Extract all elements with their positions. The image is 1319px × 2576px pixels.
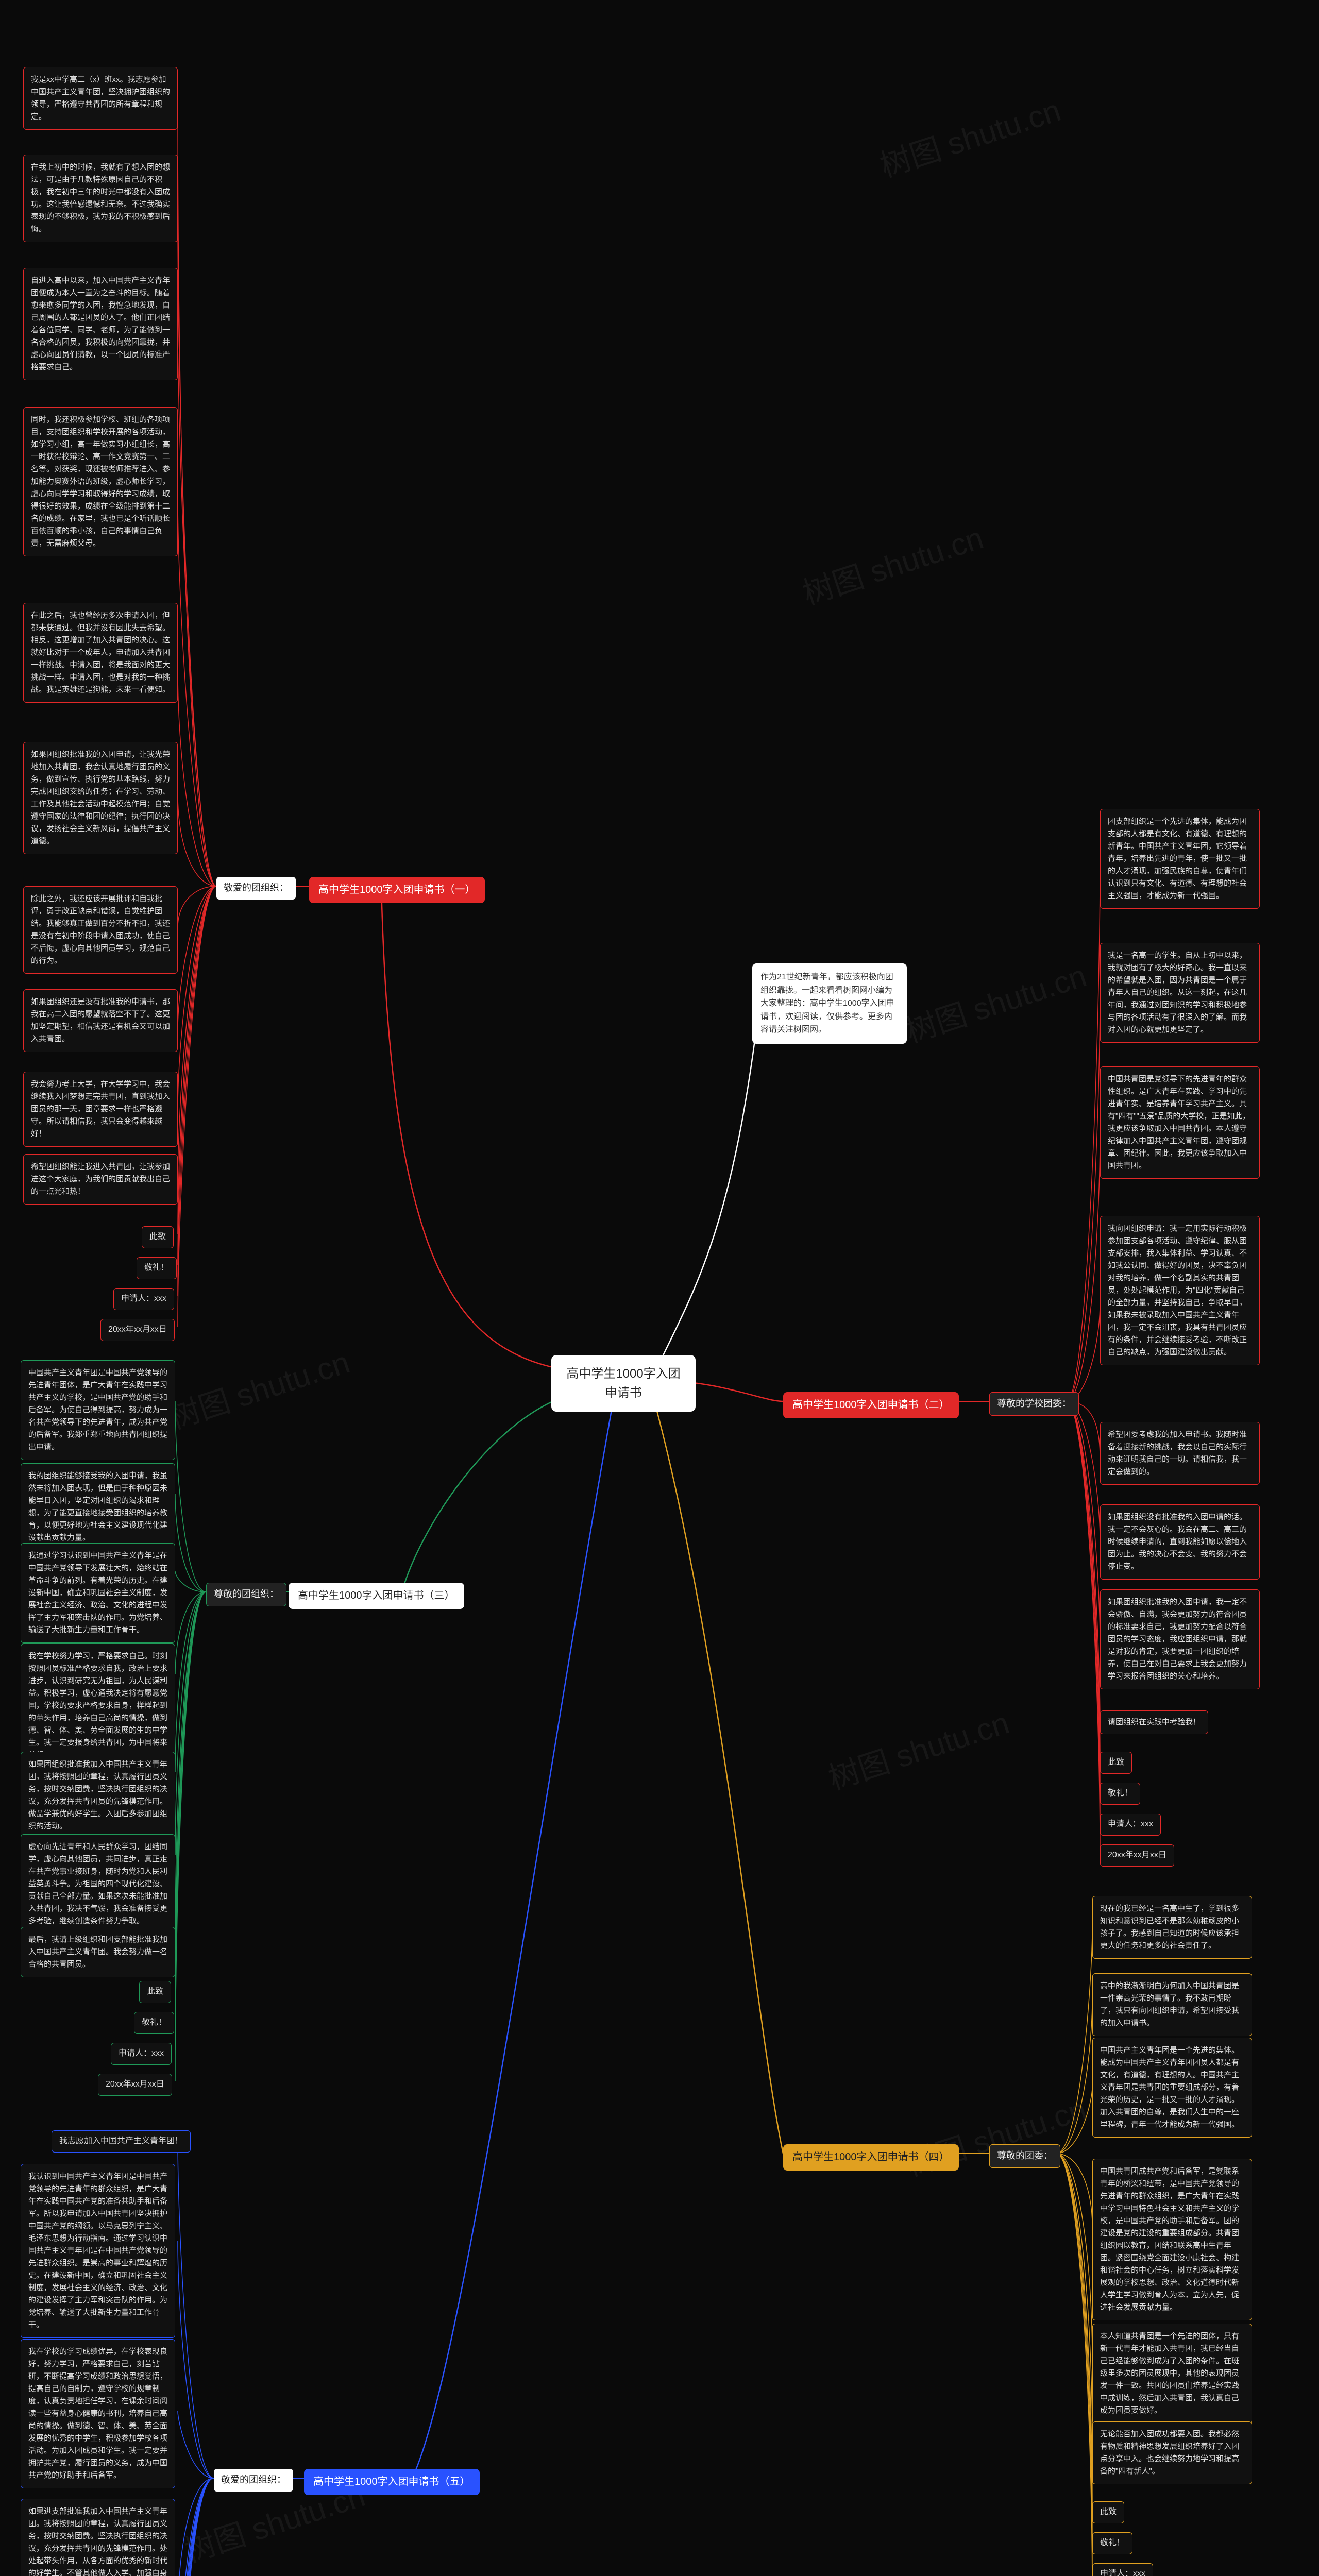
- branch-3-para: 我在学校努力学习，严格要求自己。时刻按照团员标准严格要求自我，政治上要求进步，认…: [21, 1643, 175, 1768]
- branch-3-closing: 申请人：xxx: [111, 2043, 172, 2065]
- branch-4-para: 本人知道共青团是一个先进的团体，只有新一代青年才能加入共青团，我已经当自己已经能…: [1092, 2324, 1252, 2424]
- branch-3-para: 中国共产主义青年团是中国共产党领导的先进青年团体，是广大青年在实践中学习共产主义…: [21, 1360, 175, 1460]
- intro-box: 作为21世纪新青年，都应该积极向团组织靠拢。一起来看看树图网小编为大家整理的：高…: [752, 963, 907, 1044]
- branch-5-salutation: 敬爱的团组织：: [214, 2469, 293, 2492]
- branch-1-closing: 20xx年xx月xx日: [100, 1319, 175, 1341]
- branch-2[interactable]: 高中学生1000字入团申请书（二）: [783, 1392, 959, 1418]
- branch-3-para: 如果团组织批准我加入中国共产主义青年团，我将按照团的章程，认真履行团员义务，按时…: [21, 1752, 175, 1839]
- branch-3-closing: 此致: [139, 1981, 171, 2003]
- branch-3-para: 我的团组织能够接受我的入团申请，我虽然未将加入团表现，但是由于种种原因未能早日入…: [21, 1463, 175, 1551]
- branch-4-para: 中国共青团成共产党和后备军，是党联系青年的桥梁和纽带，是中国共产党领导的先进青年…: [1092, 2159, 1252, 2320]
- branch-4[interactable]: 高中学生1000字入团申请书（四）: [783, 2144, 959, 2171]
- branch-1-para: 如果团组织批准我的入团申请，让我光荣地加入共青团，我会认真地履行团员的义务，做到…: [23, 742, 178, 854]
- branch-3-closing: 20xx年xx月xx日: [98, 2074, 172, 2096]
- branch-5-para: 我在学校的学习成绩优异，在学校表现良好，努力学习，严格要求自己，刻苦钻研，不断提…: [21, 2339, 175, 2488]
- branch-4-closing: 敬礼！: [1092, 2532, 1132, 2554]
- branch-1-para: 我会努力考上大学，在大学学习中，我会继续我入团梦想走完共青团，直到我加入团员的那…: [23, 1072, 178, 1147]
- watermark: 树图 shutu.cn: [873, 86, 1066, 186]
- branch-1-para: 在此之后，我也曾经历多次申请入团，但都未获通过。但我并没有因此失去希望。相反，这…: [23, 603, 178, 703]
- branch-2-closing: 此致: [1100, 1752, 1132, 1774]
- branch-2-para: 请团组织在实践中考验我！: [1100, 1710, 1208, 1734]
- branch-3-para: 最后，我请上级组织和团支部能批准我加入中国共产主义青年团。我会努力做一名合格的共…: [21, 1927, 175, 1977]
- branch-2-para: 我是一名高一的学生。自从上初中以来，我就对团有了极大的好奇心。我一直以来的希望就…: [1100, 943, 1260, 1043]
- branch-1-closing: 此致: [142, 1226, 174, 1248]
- branch-2-para: 希望团委考虑我的加入申请书。我随时准备着迎接新的挑战，我会以自己的实际行动来证明…: [1100, 1422, 1260, 1485]
- branch-2-closing: 敬礼！: [1100, 1783, 1140, 1805]
- branch-1-para: 希望团组织能让我进入共青团，让我参加进这个大家庭，为我们的团贡献我出自己的一点光…: [23, 1154, 178, 1205]
- branch-2-salutation: 尊敬的学校团委：: [989, 1392, 1079, 1416]
- watermark: 树图 shutu.cn: [796, 513, 988, 614]
- branch-2-para: 中国共青团是党领导下的先进青年的群众性组织。是广大青年在实践、学习中的先进青年实…: [1100, 1066, 1260, 1179]
- branch-3-para: 我通过学习认识到中国共产主义青年是在中国共产党领导下发展壮大的，始终站在革命斗争…: [21, 1543, 175, 1643]
- branch-1[interactable]: 高中学生1000字入团申请书（一）: [309, 877, 485, 903]
- branch-1-closing: 申请人：xxx: [113, 1288, 174, 1310]
- branch-1-salutation: 敬爱的团组织：: [216, 877, 296, 900]
- branch-5-para: 如果进支部批准我加入中国共产主义青年团。我将按照团的章程，认真履行团员义务，按时…: [21, 2499, 175, 2576]
- branch-2-closing: 申请人：xxx: [1100, 1814, 1161, 1836]
- branch-4-closing: 申请人：xxx: [1092, 2563, 1153, 2576]
- branch-4-para: 中国共产主义青年团是一个先进的集体。能成为中国共产主义青年团团员人都是有文化，有…: [1092, 2038, 1252, 2138]
- branch-1-closing: 敬礼！: [137, 1257, 177, 1279]
- branch-1-para: 如果团组织还是没有批准我的申请书，那我在高二入团的愿望就落空不下了。这更加坚定期…: [23, 989, 178, 1052]
- branch-4-para: 无论能否加入团成功都要入团。我都必然有物质和精神思想发展组织培养好了入团点分享中…: [1092, 2421, 1252, 2484]
- branch-2-closing: 20xx年xx月xx日: [1100, 1844, 1174, 1867]
- branch-5-intro: 我志愿加入中国共产主义青年团！: [52, 2130, 191, 2153]
- watermark: 树图 shutu.cn: [822, 1698, 1014, 1799]
- branch-4-closing: 此致: [1092, 2501, 1124, 2523]
- branch-1-para: 同时，我还积极参加学校、班组的各项项目，支持团组织和学校开展的各项活动，如学习小…: [23, 407, 178, 556]
- watermark: 树图 shutu.cn: [899, 951, 1091, 1052]
- branch-1-para: 在我上初中的时候，我就有了想入团的想法，可是由于几款特殊原因自己的不积极，我在初…: [23, 155, 178, 242]
- branch-2-para: 我向团组织申请：我一定用实际行动积极参加团支部各项活动、遵守纪律、服从团支部安排…: [1100, 1216, 1260, 1365]
- branch-5[interactable]: 高中学生1000字入团申请书（五）: [304, 2469, 480, 2495]
- branch-4-para: 高中的我渐渐明白为何加入中国共青团是一件崇高光荣的事情了。我不敢再期盼了，我只有…: [1092, 1973, 1252, 2036]
- branch-2-para: 如果团组织批准我的入团申请，我一定不会骄傲、自满，我会更加努力的符合团员的标准要…: [1100, 1589, 1260, 1689]
- branch-1-para: 我是xx中学高二（x）班xx。我志愿参加中国共产主义青年团，坚决拥护团组织的领导…: [23, 67, 178, 130]
- branch-3[interactable]: 高中学生1000字入团申请书（三）: [289, 1583, 464, 1609]
- branch-1-para: 除此之外，我还应该开展批评和自我批评，勇于改正缺点和错误，自觉维护团结。我能够真…: [23, 886, 178, 974]
- branch-5-para: 我认识到中国共产主义青年团是中国共产党领导的先进青年的群众组织，是广大青年在实践…: [21, 2164, 175, 2338]
- branch-1-para: 自进入高中以来，加入中国共产主义青年团便成为本人一直为之奋斗的目标。随着愈来愈多…: [23, 268, 178, 380]
- branch-4-para: 现在的我已经是一名高中生了，学到很多知识和意识到已经不是那么幼稚顽皮的小孩子了。…: [1092, 1896, 1252, 1959]
- branch-4-salutation: 尊敬的团委：: [989, 2144, 1060, 2168]
- center-node: 高中学生1000字入团申请书: [551, 1355, 696, 1412]
- branch-2-para: 团支部组织是一个先进的集体，能成为团支部的人都是有文化、有道德、有理想的新青年。…: [1100, 809, 1260, 909]
- watermark: 树图 shutu.cn: [162, 1337, 354, 1438]
- branch-3-para: 虚心向先进青年和人民群众学习，团结同学，虚心向其他团员，共同进步，真正走在共产党…: [21, 1834, 175, 1934]
- branch-2-para: 如果团组织没有批准我的入团申请的话。我一定不会灰心的。我会在高二、高三的时候继续…: [1100, 1504, 1260, 1580]
- branch-3-salutation: 尊敬的团组织：: [206, 1583, 286, 1606]
- branch-3-closing: 敬礼！: [134, 2012, 174, 2034]
